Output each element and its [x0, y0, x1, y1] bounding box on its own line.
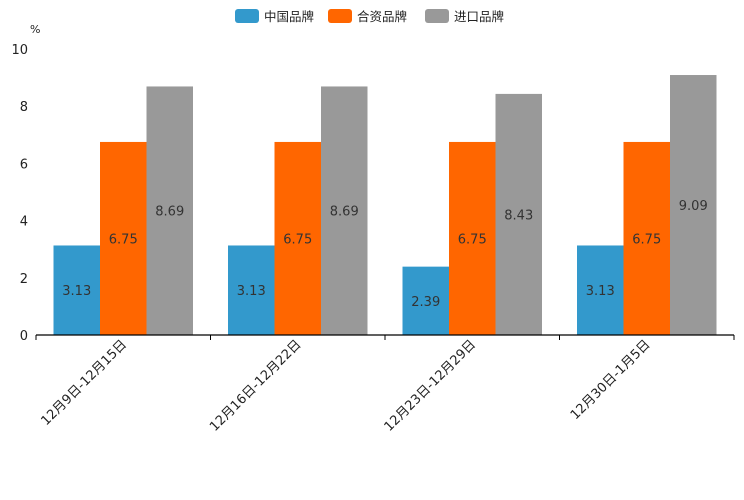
- bar[interactable]: [495, 93, 543, 335]
- legend-swatch: [235, 9, 259, 23]
- data-label: 9.09: [679, 199, 708, 214]
- bar[interactable]: [228, 245, 275, 335]
- data-label: 8.69: [155, 205, 184, 220]
- data-label: 3.13: [62, 284, 91, 299]
- y-tick-label: 2: [20, 272, 28, 287]
- legend: 中国品牌 合资品牌 进口品牌: [235, 9, 504, 24]
- bar[interactable]: [274, 141, 322, 335]
- legend-item[interactable]: 进口品牌: [425, 9, 504, 24]
- bar[interactable]: [449, 141, 496, 335]
- legend-label: 中国品牌: [264, 9, 314, 24]
- x-tick-label: 12月30日-1月5日: [568, 337, 654, 423]
- y-tick-label: 0: [20, 329, 28, 344]
- x-axis: 12月9日-12月15日 12月16日-12月22日 12月23日-12月29日 12…: [35, 334, 735, 435]
- data-label: 6.75: [458, 232, 487, 247]
- data-label: 8.69: [330, 205, 359, 220]
- legend-item[interactable]: 合资品牌: [328, 9, 407, 24]
- legend-swatch: [425, 9, 449, 23]
- bar[interactable]: [402, 266, 450, 335]
- x-tick-label: 12月23日-12月29日: [382, 337, 479, 434]
- bars: 3.13 6.75 8.69 3.13 6.75 8.69 2.39 6.75 8.43 3.13…: [53, 75, 717, 335]
- y-tick-label: 6: [20, 157, 28, 172]
- bar[interactable]: [100, 141, 147, 335]
- data-label: 6.75: [109, 232, 138, 247]
- bar[interactable]: [146, 86, 194, 335]
- y-axis: % 0 2 4 6 8 10: [11, 23, 40, 344]
- x-tick-label: 12月16日-12月22日: [207, 337, 304, 434]
- data-label: 2.39: [411, 295, 440, 310]
- bar[interactable]: [670, 75, 717, 335]
- y-tick-label: 4: [20, 215, 28, 230]
- legend-swatch: [328, 9, 352, 23]
- bar[interactable]: [623, 141, 671, 335]
- data-label: 6.75: [632, 232, 661, 247]
- data-label: 6.75: [283, 232, 312, 247]
- bar[interactable]: [577, 245, 624, 335]
- bar[interactable]: [321, 86, 368, 335]
- data-label: 8.43: [504, 208, 533, 223]
- y-tick-label: 8: [20, 100, 28, 115]
- data-label: 3.13: [586, 284, 615, 299]
- legend-item[interactable]: 中国品牌: [235, 9, 314, 24]
- legend-label: 进口品牌: [454, 9, 504, 24]
- legend-label: 合资品牌: [357, 9, 407, 24]
- data-label: 3.13: [237, 284, 266, 299]
- bar[interactable]: [53, 245, 101, 335]
- x-tick-label: 12月9日-12月15日: [38, 337, 130, 429]
- y-axis-unit: %: [30, 23, 40, 36]
- y-tick-label: 10: [11, 43, 28, 58]
